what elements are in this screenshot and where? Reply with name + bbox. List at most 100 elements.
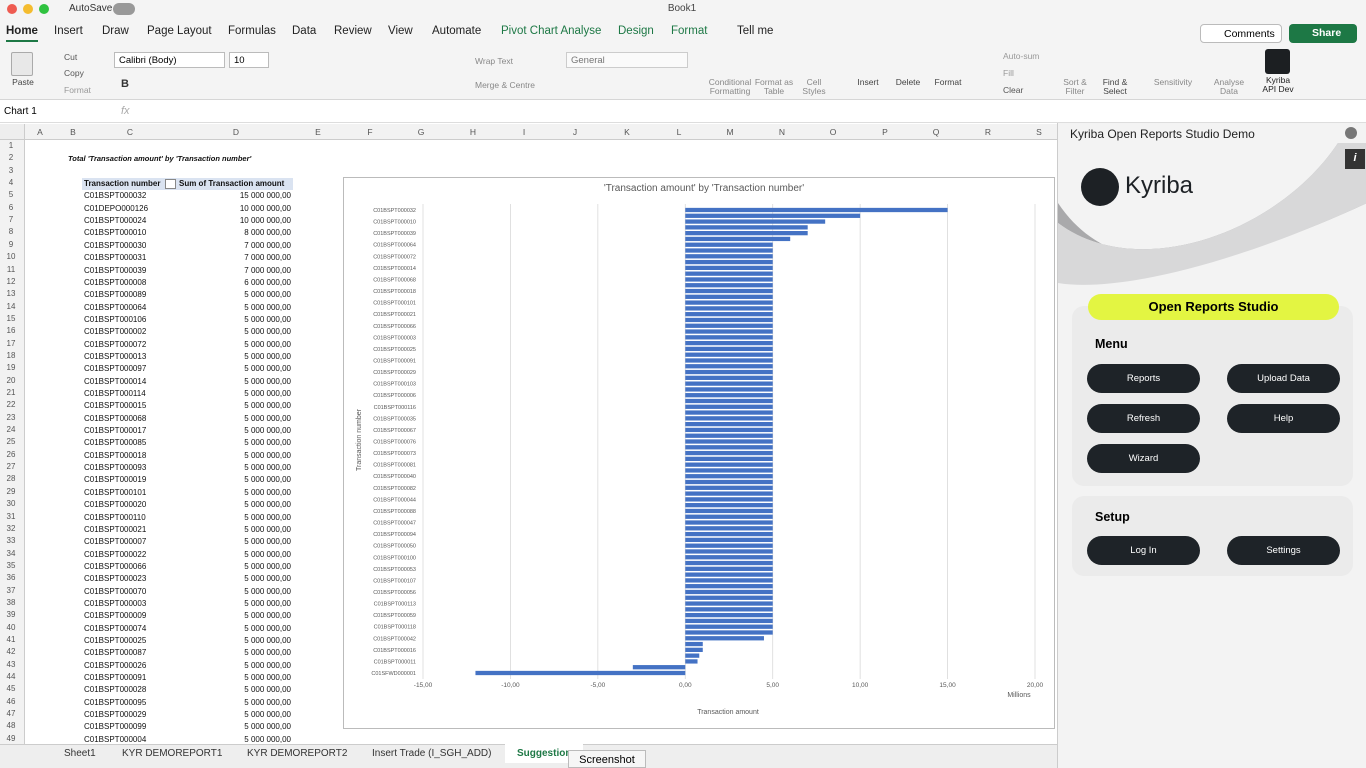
- paste[interactable]: Paste: [12, 77, 34, 87]
- row-header[interactable]: 25: [6, 437, 16, 447]
- table-cell[interactable]: C01BSPT000002: [84, 327, 147, 337]
- table-cell[interactable]: 7 000 000,00: [244, 253, 291, 263]
- font-box[interactable]: Calibri (Body): [114, 52, 225, 68]
- ribbon-tab[interactable]: Home: [6, 25, 38, 42]
- table-cell[interactable]: 5 000 000,00: [244, 426, 291, 436]
- ribbon-tab[interactable]: Pivot Chart Analyse: [501, 25, 602, 37]
- name-box[interactable]: Chart 1: [4, 106, 37, 117]
- table-cell[interactable]: C01BSPT000025: [84, 636, 147, 645]
- table-cell[interactable]: C01BSPT000091: [84, 673, 147, 683]
- table-cell[interactable]: C01BSPT000039: [84, 265, 147, 275]
- table-cell[interactable]: 5 000 000,00: [244, 673, 291, 683]
- table-cell[interactable]: C01BSPT000099: [84, 722, 147, 732]
- table-cell[interactable]: C01BSPT000114: [84, 389, 146, 398]
- table-cell[interactable]: 5 000 000,00: [244, 660, 291, 670]
- table-cell[interactable]: C01BSPT000032: [84, 191, 147, 201]
- sort-filter[interactable]: Sort & Filter: [1063, 77, 1087, 96]
- row-header[interactable]: 47: [6, 709, 16, 719]
- table-cell[interactable]: C01BSPT000009: [84, 611, 147, 621]
- row-header[interactable]: 13: [6, 289, 16, 299]
- row-header[interactable]: 41: [6, 635, 16, 644]
- row-header[interactable]: 17: [6, 338, 16, 348]
- table-cell[interactable]: 7 000 000,00: [244, 240, 291, 250]
- ribbon-tab[interactable]: Automate: [432, 25, 482, 37]
- table-cell[interactable]: 5 000 000,00: [244, 376, 291, 386]
- row-header[interactable]: 10: [6, 252, 16, 262]
- ribbon-tab[interactable]: Formulas: [228, 25, 276, 37]
- row-header[interactable]: 39: [6, 610, 16, 620]
- conditional-formatting[interactable]: Conditional Formatting: [708, 77, 752, 96]
- menu-button[interactable]: Wizard: [1087, 444, 1200, 473]
- table-cell[interactable]: 5 000 000,00: [244, 364, 291, 374]
- panel-close[interactable]: [1345, 127, 1357, 139]
- column-header[interactable]: F: [367, 127, 373, 137]
- column-header[interactable]: K: [624, 127, 630, 137]
- sheet-tab[interactable]: KYR DEMOREPORT1: [122, 748, 223, 759]
- row-header[interactable]: 24: [6, 425, 16, 435]
- ribbon-tab[interactable]: Page Layout: [147, 25, 212, 37]
- column-header[interactable]: J: [572, 127, 578, 137]
- sheet-tab[interactable]: KYR DEMOREPORT2: [247, 748, 348, 759]
- column-header[interactable]: D: [232, 127, 240, 137]
- table-cell[interactable]: 10 000 000,00: [239, 216, 291, 226]
- row-header[interactable]: 38: [6, 597, 16, 607]
- ribbon-tab[interactable]: Draw: [102, 25, 129, 37]
- table-cell[interactable]: 5 000 000,00: [244, 648, 291, 658]
- row-header[interactable]: 31: [6, 511, 16, 521]
- clear[interactable]: Clear: [1003, 85, 1024, 95]
- table-cell[interactable]: 5 000 000,00: [244, 463, 291, 473]
- column-header[interactable]: E: [315, 127, 321, 137]
- row-header[interactable]: 22: [6, 400, 16, 410]
- select-all[interactable]: [0, 124, 25, 140]
- menu-button[interactable]: Reports: [1087, 364, 1200, 393]
- share-button[interactable]: Share: [1289, 24, 1357, 43]
- table-cell[interactable]: 10 000 000,00: [239, 203, 291, 213]
- table-cell[interactable]: C01BSPT000014: [84, 376, 147, 386]
- table-cell[interactable]: C01BSPT000019: [84, 475, 147, 485]
- table-cell[interactable]: C01BSPT000030: [84, 240, 147, 250]
- table-cell[interactable]: C01BSPT000093: [84, 463, 147, 473]
- row-header[interactable]: 15: [6, 313, 16, 323]
- table-cell[interactable]: 5 000 000,00: [244, 722, 291, 732]
- row-header[interactable]: 40: [6, 622, 16, 632]
- row-header[interactable]: 4: [8, 178, 14, 188]
- table-cell[interactable]: 5 000 000,00: [244, 487, 291, 497]
- menu-button[interactable]: Help: [1227, 404, 1340, 433]
- row-header[interactable]: 43: [6, 659, 16, 669]
- table-cell[interactable]: 5 000 000,00: [244, 351, 291, 361]
- column-header[interactable]: M: [726, 127, 734, 137]
- min-light[interactable]: [23, 4, 33, 14]
- fill[interactable]: Fill: [1003, 68, 1014, 78]
- row-header[interactable]: 7: [8, 215, 14, 225]
- row-header[interactable]: 19: [6, 363, 16, 373]
- format-painter[interactable]: Format: [64, 85, 91, 95]
- max-light[interactable]: [39, 4, 49, 14]
- row-header[interactable]: 34: [6, 548, 16, 558]
- table-cell[interactable]: C01BSPT000018: [84, 450, 147, 460]
- setup-button[interactable]: Settings: [1227, 536, 1340, 565]
- row-header[interactable]: 14: [6, 301, 16, 311]
- table-cell[interactable]: 5 000 000,00: [244, 475, 291, 485]
- ribbon-tab[interactable]: Tell me: [737, 25, 774, 37]
- table-cell[interactable]: C01BSPT000010: [84, 228, 147, 238]
- table-cell[interactable]: 5 000 000,00: [244, 438, 291, 448]
- row-header[interactable]: 28: [6, 474, 16, 484]
- table-cell[interactable]: C01BSPT000029: [84, 710, 147, 720]
- column-header[interactable]: G: [417, 127, 425, 137]
- row-header[interactable]: 37: [6, 585, 16, 595]
- table-cell[interactable]: C01BSPT000068: [84, 413, 147, 423]
- table-cell[interactable]: 5 000 000,00: [244, 339, 291, 349]
- table-cell[interactable]: 5 000 000,00: [244, 623, 291, 633]
- column-header[interactable]: A: [37, 127, 43, 137]
- table-cell[interactable]: 5 000 000,00: [244, 734, 291, 744]
- column-header[interactable]: Q: [932, 127, 940, 137]
- table-cell[interactable]: C01BSPT000106: [84, 314, 147, 324]
- table-cell[interactable]: C01BSPT000074: [84, 623, 147, 633]
- row-header[interactable]: 11: [6, 264, 16, 274]
- row-header[interactable]: 45: [6, 684, 16, 694]
- row-header[interactable]: 20: [6, 375, 16, 385]
- comments-button[interactable]: Comments: [1200, 24, 1282, 43]
- table-cell[interactable]: C01BSPT000031: [84, 253, 147, 263]
- table-cell[interactable]: 5 000 000,00: [244, 598, 291, 608]
- table-cell[interactable]: C01BSPT000020: [84, 500, 147, 510]
